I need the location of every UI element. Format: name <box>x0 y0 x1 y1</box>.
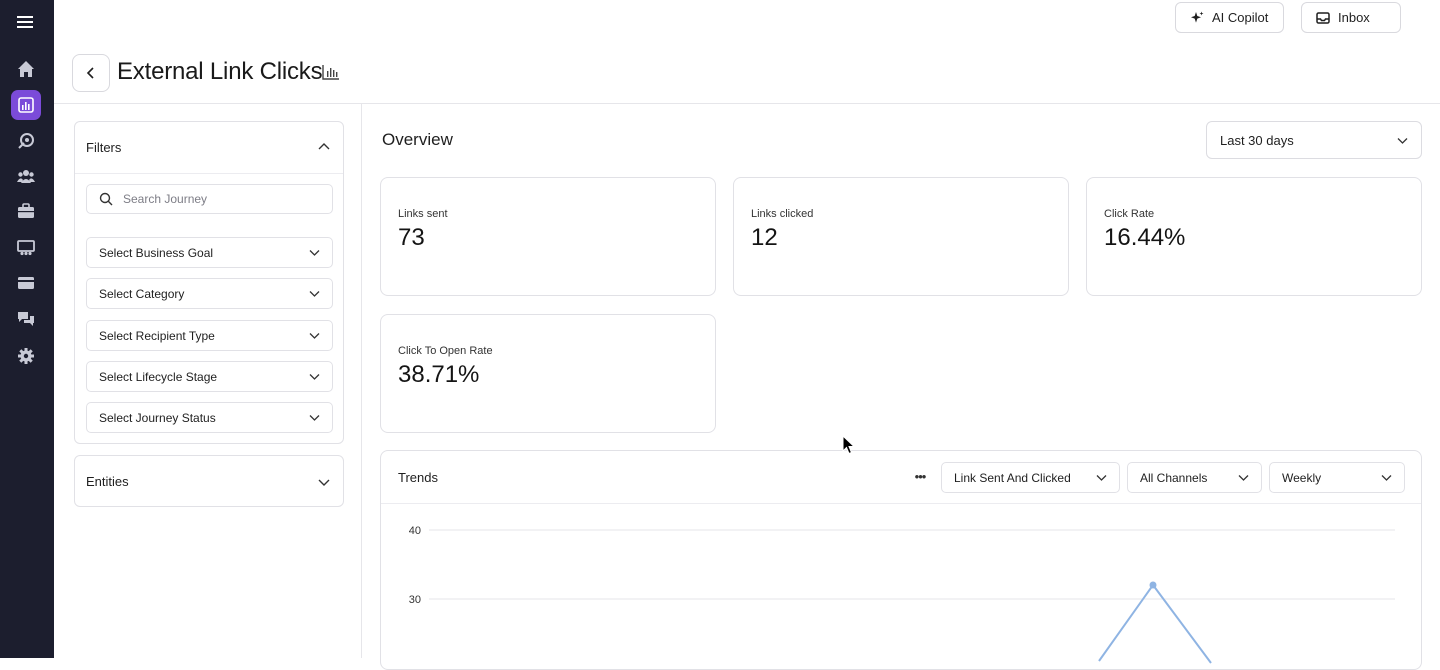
metric-value: 38.71% <box>398 361 480 388</box>
mouse-cursor-icon <box>842 435 856 455</box>
metric-card-links-clicked: Links clicked 12 <box>733 177 1069 296</box>
channel-label: All Channels <box>1140 470 1208 485</box>
nav-settings[interactable] <box>11 341 41 371</box>
card-icon <box>18 277 34 289</box>
data-point[interactable] <box>1149 581 1157 589</box>
nav-journeys[interactable] <box>11 126 41 156</box>
chevron-down-icon <box>309 374 320 380</box>
channel-select[interactable]: All Channels <box>1127 462 1262 493</box>
metric-value: 12 <box>751 224 778 251</box>
inbox-label: Inbox <box>1338 10 1370 25</box>
chat-icon <box>18 312 34 326</box>
more-options-icon[interactable]: ••• <box>914 469 927 484</box>
back-button[interactable] <box>72 54 110 92</box>
page-title: External Link Clicks <box>117 58 323 85</box>
inbox-button[interactable]: Inbox <box>1301 2 1401 33</box>
metric-label: Click Rate <box>1104 208 1155 220</box>
sparkle-icon <box>1191 11 1204 23</box>
y-tick-30: 30 <box>409 594 421 606</box>
menu-icon[interactable] <box>16 14 36 30</box>
nav-conversations[interactable] <box>11 304 41 334</box>
category-select[interactable]: Select Category <box>86 278 333 309</box>
chevron-down-icon <box>1096 475 1107 481</box>
recipient-type-select[interactable]: Select Recipient Type <box>86 320 333 351</box>
search-journey-input[interactable] <box>123 192 313 206</box>
chevron-down-icon <box>1238 475 1249 481</box>
presentation-icon <box>17 240 35 256</box>
y-tick-40: 40 <box>409 525 421 537</box>
chevron-up-icon[interactable] <box>318 141 330 153</box>
chevron-down-icon <box>309 415 320 421</box>
nav-billing[interactable] <box>11 268 41 298</box>
inbox-icon <box>1316 11 1330 24</box>
interval-select[interactable]: Weekly <box>1269 462 1405 493</box>
nav-content[interactable] <box>11 233 41 263</box>
chevron-left-icon <box>86 67 94 79</box>
metric-card-click-to-open-rate: Click To Open Rate 38.71% <box>380 314 716 433</box>
series-line <box>1098 583 1212 664</box>
nav-audience[interactable] <box>11 161 41 191</box>
chevron-down-icon <box>1397 137 1408 144</box>
lifecycle-stage-label: Select Lifecycle Stage <box>99 369 218 384</box>
nav-home[interactable] <box>11 54 41 84</box>
left-nav-rail <box>0 0 54 658</box>
chevron-down-icon[interactable] <box>318 476 330 488</box>
home-icon <box>18 61 34 77</box>
trends-panel: Trends ••• Link Sent And Clicked All Cha… <box>380 450 1422 670</box>
category-label: Select Category <box>99 286 185 301</box>
rocket-icon <box>18 133 34 149</box>
entities-panel[interactable]: Entities <box>74 455 344 507</box>
business-goal-label: Select Business Goal <box>99 245 214 260</box>
trends-divider <box>381 503 1421 504</box>
trend-metric-select[interactable]: Link Sent And Clicked <box>941 462 1120 493</box>
chevron-down-icon <box>309 291 320 297</box>
lifecycle-stage-select[interactable]: Select Lifecycle Stage <box>86 361 333 392</box>
journey-status-label: Select Journey Status <box>99 410 216 425</box>
recipient-type-label: Select Recipient Type <box>99 328 215 343</box>
analytics-icon <box>18 97 34 113</box>
ai-copilot-label: AI Copilot <box>1212 10 1269 25</box>
business-goal-select[interactable]: Select Business Goal <box>86 237 333 268</box>
metric-card-links-sent: Links sent 73 <box>380 177 716 296</box>
header-divider <box>54 103 1440 104</box>
filters-panel: Filters Select Business Goal Select Cate… <box>74 121 344 444</box>
bar-chart-icon[interactable] <box>322 64 340 80</box>
nav-campaigns[interactable] <box>11 196 41 226</box>
search-icon <box>99 192 113 206</box>
ai-copilot-button[interactable]: AI Copilot <box>1175 2 1284 33</box>
filters-title: Filters <box>86 140 122 155</box>
chevron-down-icon <box>309 250 320 256</box>
settings-icon <box>18 348 34 364</box>
trends-title: Trends <box>398 470 438 485</box>
metric-value: 16.44% <box>1104 224 1186 251</box>
trends-chart: 40 30 <box>409 525 1395 664</box>
chevron-down-icon <box>1381 475 1392 481</box>
search-journey <box>86 184 333 214</box>
filters-divider <box>361 104 362 658</box>
metric-label: Links sent <box>398 208 448 220</box>
metric-label: Links clicked <box>751 208 814 220</box>
people-icon <box>17 170 35 183</box>
interval-label: Weekly <box>1282 470 1322 485</box>
metric-value: 73 <box>398 224 425 251</box>
date-range-select[interactable]: Last 30 days <box>1206 121 1422 159</box>
overview-title: Overview <box>382 130 453 149</box>
entities-title: Entities <box>86 474 129 489</box>
chevron-down-icon <box>309 333 320 339</box>
journey-status-select[interactable]: Select Journey Status <box>86 402 333 433</box>
metric-label: Click To Open Rate <box>398 345 493 357</box>
filters-head-divider <box>75 173 343 174</box>
nav-analytics[interactable] <box>11 90 41 120</box>
metric-card-click-rate: Click Rate 16.44% <box>1086 177 1422 296</box>
date-range-label: Last 30 days <box>1220 132 1294 148</box>
trend-metric-label: Link Sent And Clicked <box>954 470 1071 485</box>
briefcase-icon <box>18 203 34 218</box>
